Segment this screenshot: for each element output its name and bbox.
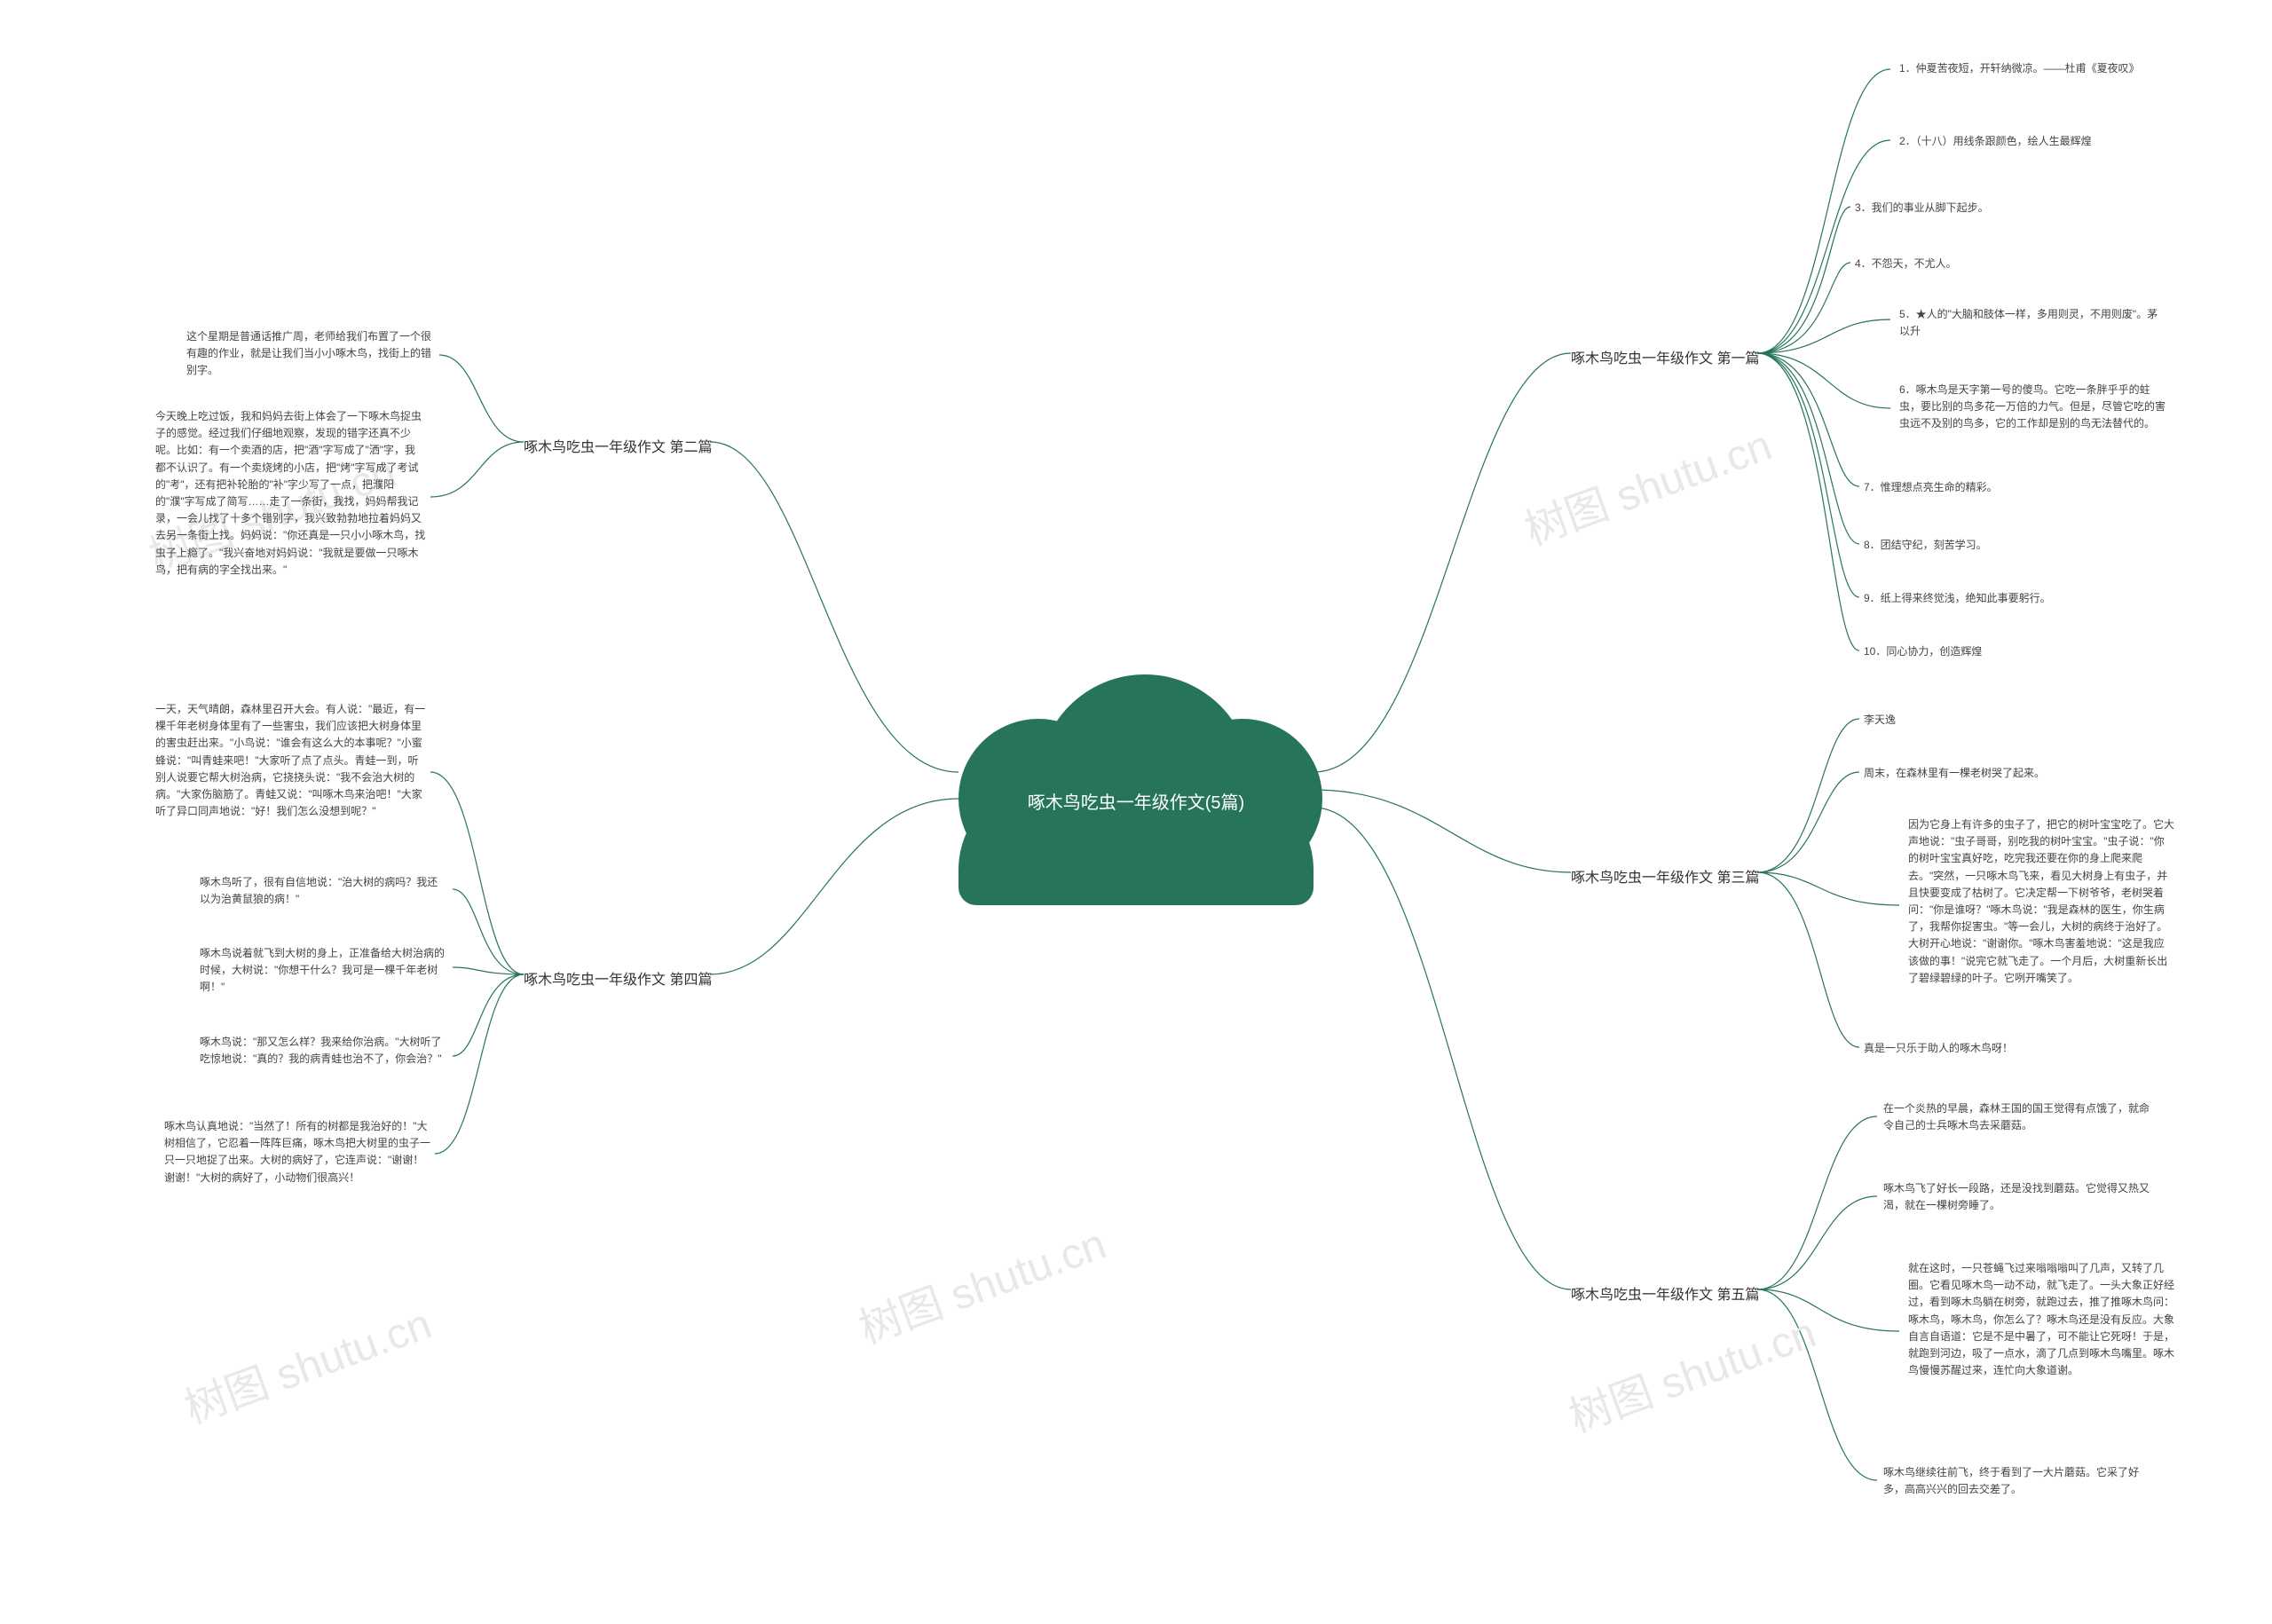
leaf: 啄木鸟飞了好长一段路，还是没找到蘑菇。它觉得又热又渴，就在一棵树旁睡了。 xyxy=(1883,1180,2150,1214)
leaf: 2．（十八）用线条跟颜色，绘人生最辉煌 xyxy=(1899,133,2166,150)
leaf: 一天，天气晴朗，森林里召开大会。有人说："最近，有一棵千年老树身体里有了一些害虫… xyxy=(155,701,426,820)
branch-p1: 啄木鸟吃虫一年级作文 第一篇 xyxy=(1571,346,1759,367)
leaf: 4．不怨天，不尤人。 xyxy=(1855,256,2121,272)
leaf: 6．啄木鸟是天字第一号的傻鸟。它吃一条胖乎乎的蛀虫，要比别的鸟多花一万倍的力气。… xyxy=(1899,382,2166,433)
leaf: 8．团结守纪，刻苦学习。 xyxy=(1864,537,2130,554)
leaf: 啄木鸟继续往前飞，终于看到了一大片蘑菇。它采了好多，高高兴兴的回去交差了。 xyxy=(1883,1464,2150,1498)
leaf: 9．纸上得来终觉浅，绝知此事要躬行。 xyxy=(1864,590,2130,607)
leaf: 李天逸 xyxy=(1864,712,2130,729)
leaf: 周末，在森林里有一棵老树哭了起来。 xyxy=(1864,765,2130,782)
branch-p3: 啄木鸟吃虫一年级作文 第三篇 xyxy=(1571,865,1759,887)
watermark: 树图 shutu.cn xyxy=(1559,1297,1823,1444)
leaf: 啄木鸟认真地说："当然了！所有的树都是我治好的！"大树相信了，它忍着一阵阵巨痛，… xyxy=(164,1118,430,1186)
leaf: 今天晚上吃过饭，我和妈妈去街上体会了一下啄木鸟捉虫子的感觉。经过我们仔细地观察，… xyxy=(155,408,426,579)
central-node: 啄木鸟吃虫一年级作文(5篇) xyxy=(958,674,1314,905)
leaf: 10．同心协力，创造辉煌 xyxy=(1864,643,2130,660)
watermark: 树图 shutu.cn xyxy=(175,1289,438,1435)
leaf: 5．★人的"大脑和肢体一样，多用则灵，不用则废"。茅以升 xyxy=(1899,306,2166,340)
watermark: 树图 shutu.cn xyxy=(849,1209,1113,1355)
leaf: 真是一只乐于助人的啄木鸟呀！ xyxy=(1864,1040,2130,1057)
leaf: 1．仲夏苦夜短，开轩纳微凉。——杜甫《夏夜叹》 xyxy=(1899,60,2166,77)
watermark: 树图 shutu.cn xyxy=(1515,410,1779,556)
branch-p4: 啄木鸟吃虫一年级作文 第四篇 xyxy=(524,967,712,989)
leaf: 7．惟理想点亮生命的精彩。 xyxy=(1864,479,2130,496)
mindmap-title: 啄木鸟吃虫一年级作文(5篇) xyxy=(958,790,1314,816)
branch-p5: 啄木鸟吃虫一年级作文 第五篇 xyxy=(1571,1282,1759,1304)
leaf: 就在这时，一只苍蝇飞过来嗡嗡嗡叫了几声，又转了几圈。它看见啄木鸟一动不动，就飞走… xyxy=(1908,1260,2174,1379)
leaf: 因为它身上有许多的虫子了，把它的树叶宝宝吃了。它大声地说："虫子哥哥，别吃我的树… xyxy=(1908,816,2174,987)
leaf: 这个星期是普通话推广周，老师给我们布置了一个很有趣的作业，就是让我们当小小啄木鸟… xyxy=(186,328,435,380)
leaf: 在一个炎热的早晨，森林王国的国王觉得有点饿了，就命令自己的士兵啄木鸟去采蘑菇。 xyxy=(1883,1100,2150,1134)
branch-p2: 啄木鸟吃虫一年级作文 第二篇 xyxy=(524,435,712,456)
leaf: 3．我们的事业从脚下起步。 xyxy=(1855,200,2121,217)
leaf: 啄木鸟说着就飞到大树的身上，正准备给大树治病的时候，大树说："你想干什么？我可是… xyxy=(200,945,448,997)
leaf: 啄木鸟说："那又怎么样？我来给你治病。"大树听了吃惊地说："真的？我的病青蛙也治… xyxy=(200,1034,448,1068)
leaf: 啄木鸟听了，很有自信地说："治大树的病吗？我还以为治黄鼠狼的病！" xyxy=(200,874,448,908)
